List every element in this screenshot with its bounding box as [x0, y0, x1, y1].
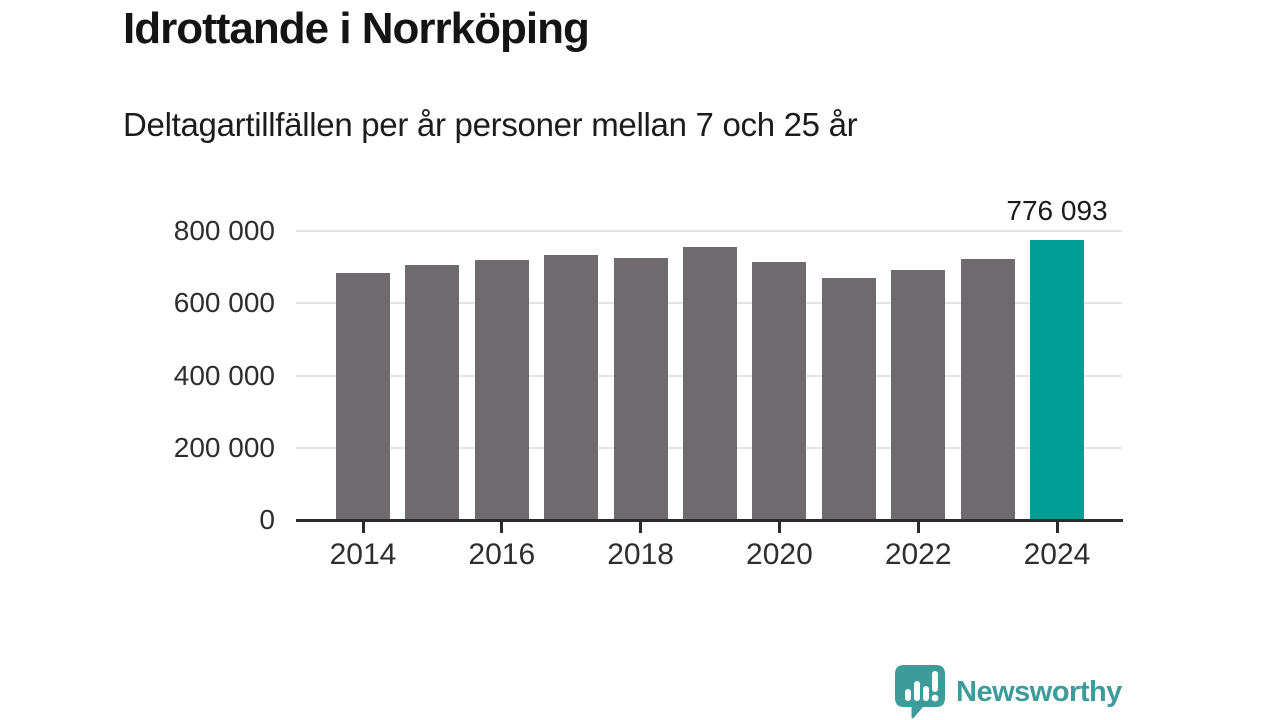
bar [544, 254, 599, 520]
bar [613, 258, 668, 520]
x-axis-tick-label: 2020 [746, 538, 813, 571]
x-axis-tick [500, 522, 504, 533]
y-gridline [296, 230, 1122, 232]
bar [960, 258, 1015, 520]
x-axis-tick-label: 2018 [607, 538, 674, 571]
brand-name: Newsworthy [956, 675, 1122, 708]
bar [683, 247, 737, 520]
bar [752, 261, 807, 520]
x-axis-tick [777, 522, 781, 533]
chart-title: Idrottande i Norrköping [123, 4, 590, 53]
bar [336, 272, 390, 520]
x-axis-tick [916, 522, 920, 533]
bar-highlighted [1030, 239, 1084, 520]
brand-footer: Newsworthy [893, 663, 1122, 720]
x-axis-tick-label: 2022 [884, 538, 952, 571]
bar [891, 270, 946, 520]
x-axis-tick-label: 2016 [468, 538, 536, 571]
y-axis-tick-label: 600 000 [173, 287, 275, 319]
y-axis-tick-label: 200 000 [173, 431, 275, 463]
x-axis-tick-label: 2014 [329, 538, 397, 571]
y-axis-tick-label: 800 000 [173, 215, 275, 246]
x-axis-line [296, 519, 1123, 522]
x-axis-tick [1055, 522, 1059, 533]
newsworthy-logo-icon [893, 663, 947, 720]
bar [474, 259, 529, 520]
x-axis-tick-label: 2024 [1023, 538, 1091, 571]
y-axis-tick-label: 400 000 [173, 359, 275, 391]
y-axis-tick-label: 0 [259, 504, 275, 535]
x-axis-tick [639, 522, 643, 533]
bar [405, 264, 460, 520]
bar [821, 277, 876, 520]
chart-subtitle: Deltagartillfällen per år personer mella… [123, 106, 858, 143]
highlight-value-label: 776 093 [1006, 195, 1108, 226]
x-axis-tick [361, 522, 365, 533]
